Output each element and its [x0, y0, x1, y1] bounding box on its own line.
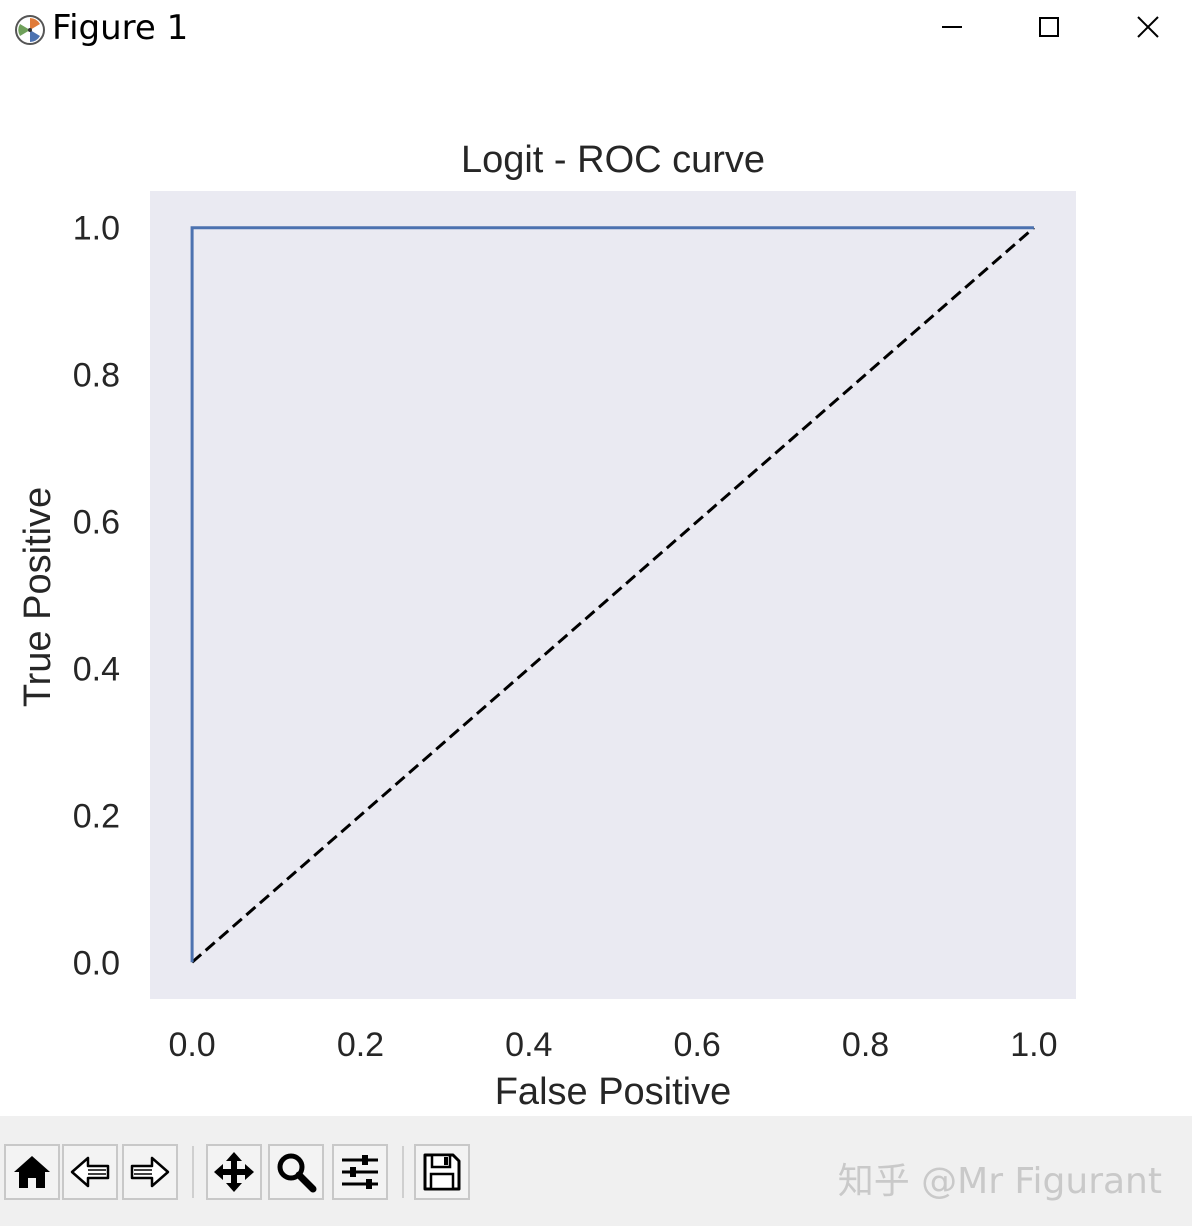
x-tick-label: 0.0 — [168, 1026, 215, 1064]
close-icon — [1137, 16, 1159, 38]
title-bar: Figure 1 — [0, 0, 1192, 60]
x-axis-label: False Positive — [495, 1071, 732, 1113]
minimize-icon — [942, 26, 962, 28]
zoom-button[interactable] — [268, 1144, 324, 1200]
back-button[interactable] — [62, 1144, 118, 1200]
save-button[interactable] — [414, 1144, 470, 1200]
y-tick-label: 1.0 — [73, 210, 120, 248]
x-tick-label: 0.4 — [505, 1026, 552, 1064]
y-tick-label: 0.6 — [73, 504, 120, 542]
navigation-toolbar: 知乎 @Mr Figurant — [0, 1116, 1192, 1226]
maximize-button[interactable] — [1000, 0, 1096, 56]
forward-button[interactable] — [122, 1144, 178, 1200]
y-tick-label: 0.4 — [73, 650, 120, 688]
chart-title: Logit - ROC curve — [461, 139, 765, 181]
floppy-disk-icon — [423, 1153, 461, 1191]
y-tick-label: 0.8 — [73, 357, 120, 395]
pan-button[interactable] — [206, 1144, 262, 1200]
matplotlib-icon — [15, 15, 45, 45]
roc-chart: 0.0 0.2 0.4 0.6 0.8 1.0 0.0 0.2 0.4 0.6 0.8 1.0 Lo… — [17, 139, 1076, 1113]
forward-arrow-icon — [130, 1156, 170, 1188]
magnifier-icon — [277, 1153, 317, 1193]
back-arrow-icon — [70, 1156, 110, 1188]
x-tick-label: 0.8 — [842, 1026, 889, 1064]
y-tick-label: 0.0 — [73, 944, 120, 982]
maximize-icon — [1039, 17, 1059, 37]
home-button[interactable] — [4, 1144, 60, 1200]
watermark-text: 知乎 @Mr Figurant — [837, 1161, 1162, 1202]
toolbar-separator — [402, 1146, 404, 1198]
series-line-chance — [191, 226, 1035, 964]
configure-subplots-button[interactable] — [332, 1144, 388, 1200]
x-tick-label: 0.6 — [674, 1026, 721, 1064]
x-tick-label: 0.2 — [337, 1026, 384, 1064]
y-axis-label: True Positive — [17, 487, 59, 707]
figure-canvas[interactable]: 0.0 0.2 0.4 0.6 0.8 1.0 0.0 0.2 0.4 0.6 0.8 1.0 Lo… — [0, 60, 1192, 1116]
move-icon — [214, 1152, 254, 1192]
y-tick-label: 0.2 — [73, 797, 120, 835]
toolbar-separator — [192, 1146, 194, 1198]
series-line-roc — [190, 226, 1034, 963]
home-icon — [14, 1156, 50, 1188]
minimize-button[interactable] — [904, 0, 1000, 56]
x-tick-label: 1.0 — [1010, 1026, 1057, 1064]
window-title: Figure 1 — [52, 8, 189, 48]
sliders-icon — [342, 1155, 378, 1189]
close-button[interactable] — [1096, 0, 1192, 56]
